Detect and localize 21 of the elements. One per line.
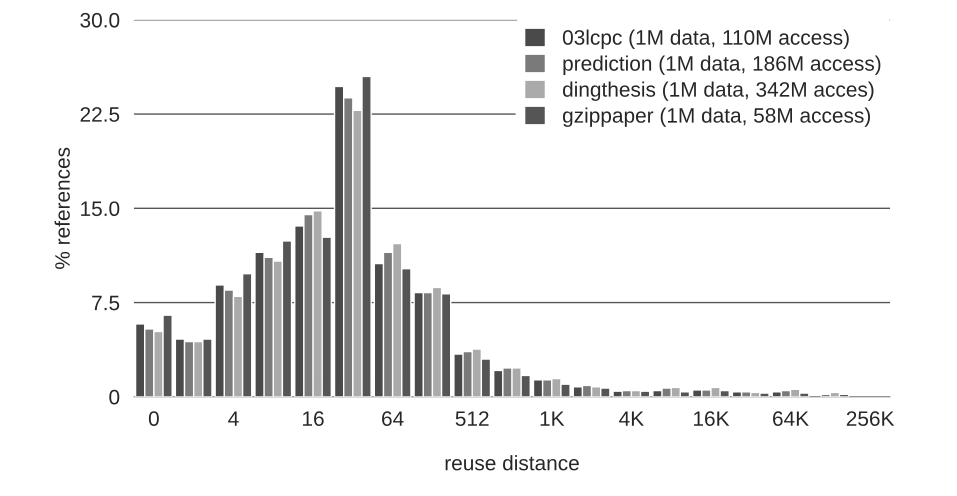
legend-label: 03lcpc (1M data, 110M access) bbox=[562, 30, 849, 49]
legend-label: prediction (1M data, 186M access) bbox=[563, 56, 880, 75]
x-axis-title: reuse distance bbox=[446, 455, 579, 470]
x-tick-label: 4 bbox=[228, 411, 239, 426]
y-tick-label: 22.5 bbox=[80, 107, 120, 122]
x-tick-label: 0 bbox=[148, 411, 159, 426]
y-tick-label: 7.5 bbox=[92, 296, 120, 310]
legend-label: dingthesis (1M data, 342M acces) bbox=[562, 82, 874, 101]
x-tick-label: 256K bbox=[846, 411, 894, 426]
y-tick-label: 30.0 bbox=[80, 12, 120, 28]
legend-label: gzippaper (1M data, 58M access) bbox=[562, 108, 870, 127]
x-tick-label: 1K bbox=[540, 411, 564, 426]
x-tick-label: 64 bbox=[382, 411, 404, 426]
x-tick-label: 64K bbox=[773, 411, 809, 426]
y-tick-label: 15.0 bbox=[81, 201, 120, 216]
y-axis-title: % references bbox=[54, 148, 70, 269]
x-tick-label: 512 bbox=[456, 411, 489, 426]
y-tick-label: 0 bbox=[109, 390, 120, 405]
x-tick-label: 16K bbox=[694, 411, 730, 426]
x-tick-label: 16 bbox=[303, 411, 324, 426]
x-tick-label: 4K bbox=[619, 411, 644, 426]
